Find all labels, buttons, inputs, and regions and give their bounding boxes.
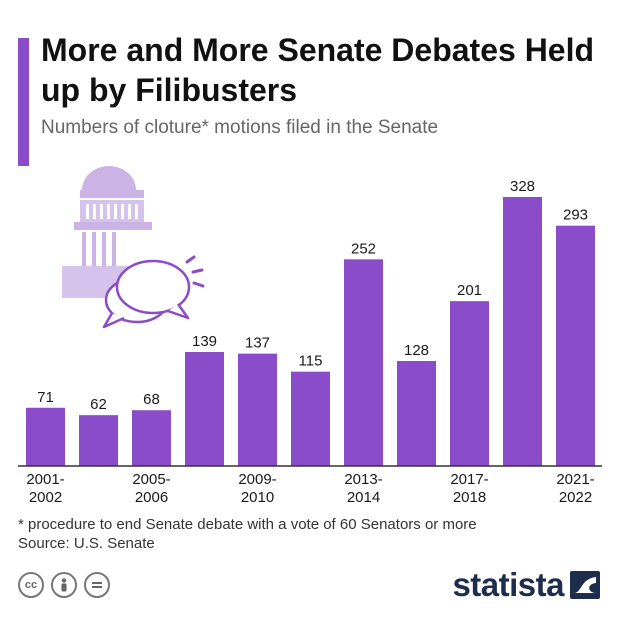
footnote: * procedure to end Senate debate with a … [18, 516, 477, 533]
value-label-2019-2020: 328 [510, 178, 535, 195]
statista-mark-icon [570, 571, 600, 599]
value-label-2001-2002: 71 [37, 389, 54, 406]
statista-logo[interactable]: statista [452, 566, 600, 604]
capitol-speech-illustration [62, 166, 205, 329]
tick-label-2005-2006: 2006 [135, 489, 168, 506]
tick-label-2009-2010: 2009- [238, 471, 276, 488]
tick-label-2013-2014: 2013- [344, 471, 382, 488]
bar-2007-2008 [185, 352, 224, 466]
tick-label-2005-2006: 2005- [132, 471, 170, 488]
value-label-2021-2022: 293 [563, 207, 588, 224]
tick-label-2001-2002: 2002 [29, 489, 62, 506]
title-accent-bar [18, 38, 29, 166]
capitol-drum [80, 200, 144, 222]
bar-chart: 71 62 68 139 137 115 252 128 201 328 293 2001-2002… [18, 166, 602, 506]
bar-2017-2018 [450, 301, 489, 466]
source-note: Source: U.S. Senate [18, 535, 155, 552]
bar-2009-2010 [238, 353, 277, 466]
speech-bubble-front [115, 259, 191, 315]
bar-2001-2002 [26, 407, 65, 466]
equals-icon[interactable] [84, 572, 110, 598]
tick-label-2017-2018: 2018 [453, 489, 486, 506]
license-icons: cc [18, 572, 110, 598]
value-label-2009-2010: 137 [245, 335, 270, 352]
bar-2021-2022 [556, 225, 595, 466]
value-label-2007-2008: 139 [192, 333, 217, 350]
cc-icon[interactable]: cc [18, 572, 44, 598]
bar-2005-2006 [132, 410, 171, 466]
value-label-2017-2018: 201 [457, 282, 482, 299]
value-label-2015-2016: 128 [404, 342, 429, 359]
capitol-dome [82, 166, 136, 190]
brand-name: statista [452, 566, 564, 603]
value-label-2013-2014: 252 [351, 240, 376, 257]
tick-label-2021-2022: 2021- [556, 471, 594, 488]
value-label-2011-2012: 115 [299, 353, 323, 370]
bar-2011-2012 [291, 371, 330, 466]
person-icon[interactable] [51, 572, 77, 598]
tick-label-2017-2018: 2017- [450, 471, 488, 488]
bar-2003-2004 [79, 415, 118, 466]
value-label-2005-2006: 68 [143, 391, 160, 408]
tick-label-2009-2010: 2010 [241, 489, 274, 506]
bar-2019-2020 [503, 197, 542, 466]
value-label-2003-2004: 62 [90, 396, 107, 413]
chart-title: More and More Senate Debates Held up by … [41, 32, 595, 108]
chart-subtitle: Numbers of cloture* motions filed in the… [41, 117, 439, 138]
tick-label-2001-2002: 2001- [26, 471, 64, 488]
tick-label-2021-2022: 2022 [559, 489, 592, 506]
capitol-base-top [74, 222, 152, 230]
capitol-drum-top [80, 190, 144, 198]
bar-2013-2014 [344, 259, 383, 466]
bar-2015-2016 [397, 361, 436, 466]
tick-label-2013-2014: 2014 [347, 489, 380, 506]
